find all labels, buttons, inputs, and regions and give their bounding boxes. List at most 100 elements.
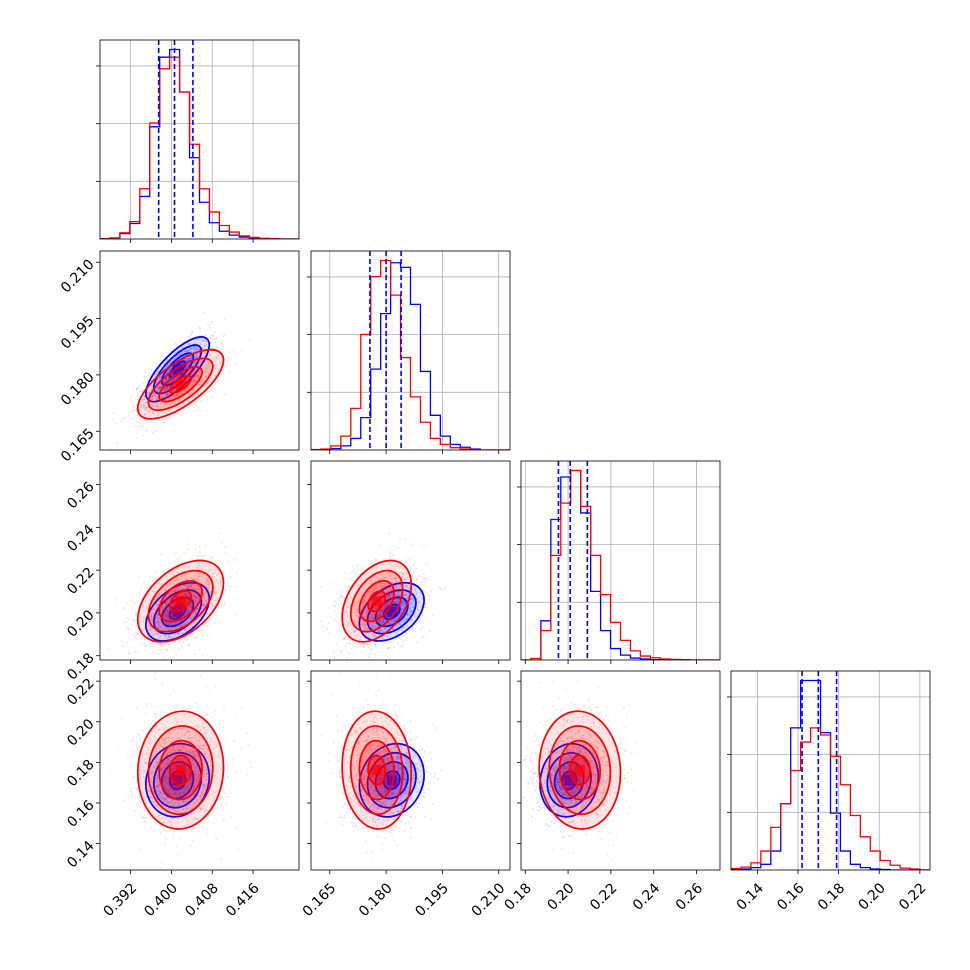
scatter-point (196, 375, 199, 377)
scatter-point (178, 399, 181, 402)
scatter-point (390, 589, 393, 591)
scatter-point (165, 575, 168, 578)
scatter-point (160, 606, 162, 609)
scatter-point (402, 608, 404, 610)
scatter-point (413, 588, 416, 591)
scatter-point (248, 339, 251, 342)
scatter-point (365, 624, 367, 626)
scatter-point (179, 624, 182, 627)
scatter-point (190, 602, 193, 604)
scatter-point (410, 609, 413, 612)
scatter-point (384, 583, 387, 586)
scatter-point (183, 587, 186, 590)
scatter-point (211, 608, 213, 610)
scatter-point (379, 620, 382, 623)
scatter-point (178, 406, 181, 408)
scatter-point (192, 622, 195, 624)
scatter-point (223, 603, 226, 605)
scatter-point (163, 403, 166, 405)
scatter-point (142, 604, 145, 607)
scatter-point (205, 344, 208, 346)
scatter-point (168, 622, 170, 625)
scatter-point (177, 406, 180, 409)
scatter-point (203, 577, 205, 580)
scatter-point (387, 594, 390, 597)
scatter-point (189, 357, 192, 360)
scatter-point (428, 595, 431, 597)
scatter-point (176, 572, 179, 574)
y-tick-label: 0.20 (64, 607, 97, 640)
scatter-point (394, 587, 396, 590)
scatter-point (153, 393, 156, 395)
scatter-point (193, 403, 196, 406)
scatter-point (388, 588, 391, 591)
scatter-point (378, 634, 380, 636)
scatter-point (164, 388, 167, 391)
scatter-point (170, 605, 173, 607)
scatter-point (190, 348, 193, 350)
scatter-point (152, 601, 155, 603)
scatter-point (147, 392, 150, 394)
scatter-point (203, 604, 206, 606)
scatter-point (423, 581, 425, 584)
scatter-point (381, 609, 384, 612)
scatter-point (419, 602, 422, 604)
scatter-point (180, 397, 183, 399)
scatter-point (149, 584, 152, 587)
scatter-point (402, 639, 405, 642)
scatter-point (401, 600, 404, 602)
scatter-point (373, 581, 376, 583)
scatter-point (172, 378, 175, 381)
scatter-point (165, 609, 168, 612)
scatter-point (151, 398, 154, 401)
scatter-point (211, 576, 213, 579)
scatter-point (443, 587, 446, 590)
scatter-point (142, 399, 145, 401)
scatter-point (229, 351, 231, 354)
scatter-point (169, 618, 171, 621)
scatter-point (383, 607, 385, 609)
scatter-point (193, 594, 196, 597)
scatter-point (164, 386, 167, 389)
scatter-point (165, 372, 168, 375)
scatter-point (409, 602, 412, 605)
scatter-point (387, 622, 390, 625)
scatter-point (185, 612, 188, 615)
scatter-point (186, 608, 189, 610)
scatter-point (156, 404, 159, 407)
scatter-point (166, 386, 168, 388)
scatter-point (378, 621, 381, 623)
scatter-point (205, 598, 208, 601)
scatter-point (363, 646, 365, 648)
scatter-point (161, 396, 164, 399)
scatter-point (416, 581, 418, 584)
scatter-point (211, 347, 214, 350)
scatter-point (414, 589, 416, 591)
scatter-point (370, 624, 373, 627)
scatter-point (184, 578, 186, 580)
scatter-point (168, 583, 171, 586)
scatter-point (395, 580, 397, 583)
scatter-point (149, 628, 152, 631)
scatter-point (162, 643, 165, 646)
scatter-point (407, 613, 409, 616)
scatter-point (420, 581, 422, 584)
scatter-point (159, 618, 162, 621)
scatter-point (349, 643, 352, 645)
scatter-point (164, 588, 166, 591)
scatter-point (156, 620, 159, 622)
scatter-point (168, 415, 171, 418)
scatter-point (188, 393, 191, 396)
scatter-point (165, 602, 167, 605)
scatter-point (207, 379, 210, 382)
scatter-point (178, 586, 181, 588)
scatter-point (193, 381, 196, 384)
scatter-point (205, 600, 208, 603)
scatter-point (177, 392, 179, 395)
scatter-point (190, 585, 193, 587)
scatter-point (166, 417, 169, 419)
scatter-point (176, 589, 178, 592)
scatter-point (129, 397, 132, 400)
scatter-point (373, 588, 375, 591)
scatter-point (130, 639, 132, 641)
